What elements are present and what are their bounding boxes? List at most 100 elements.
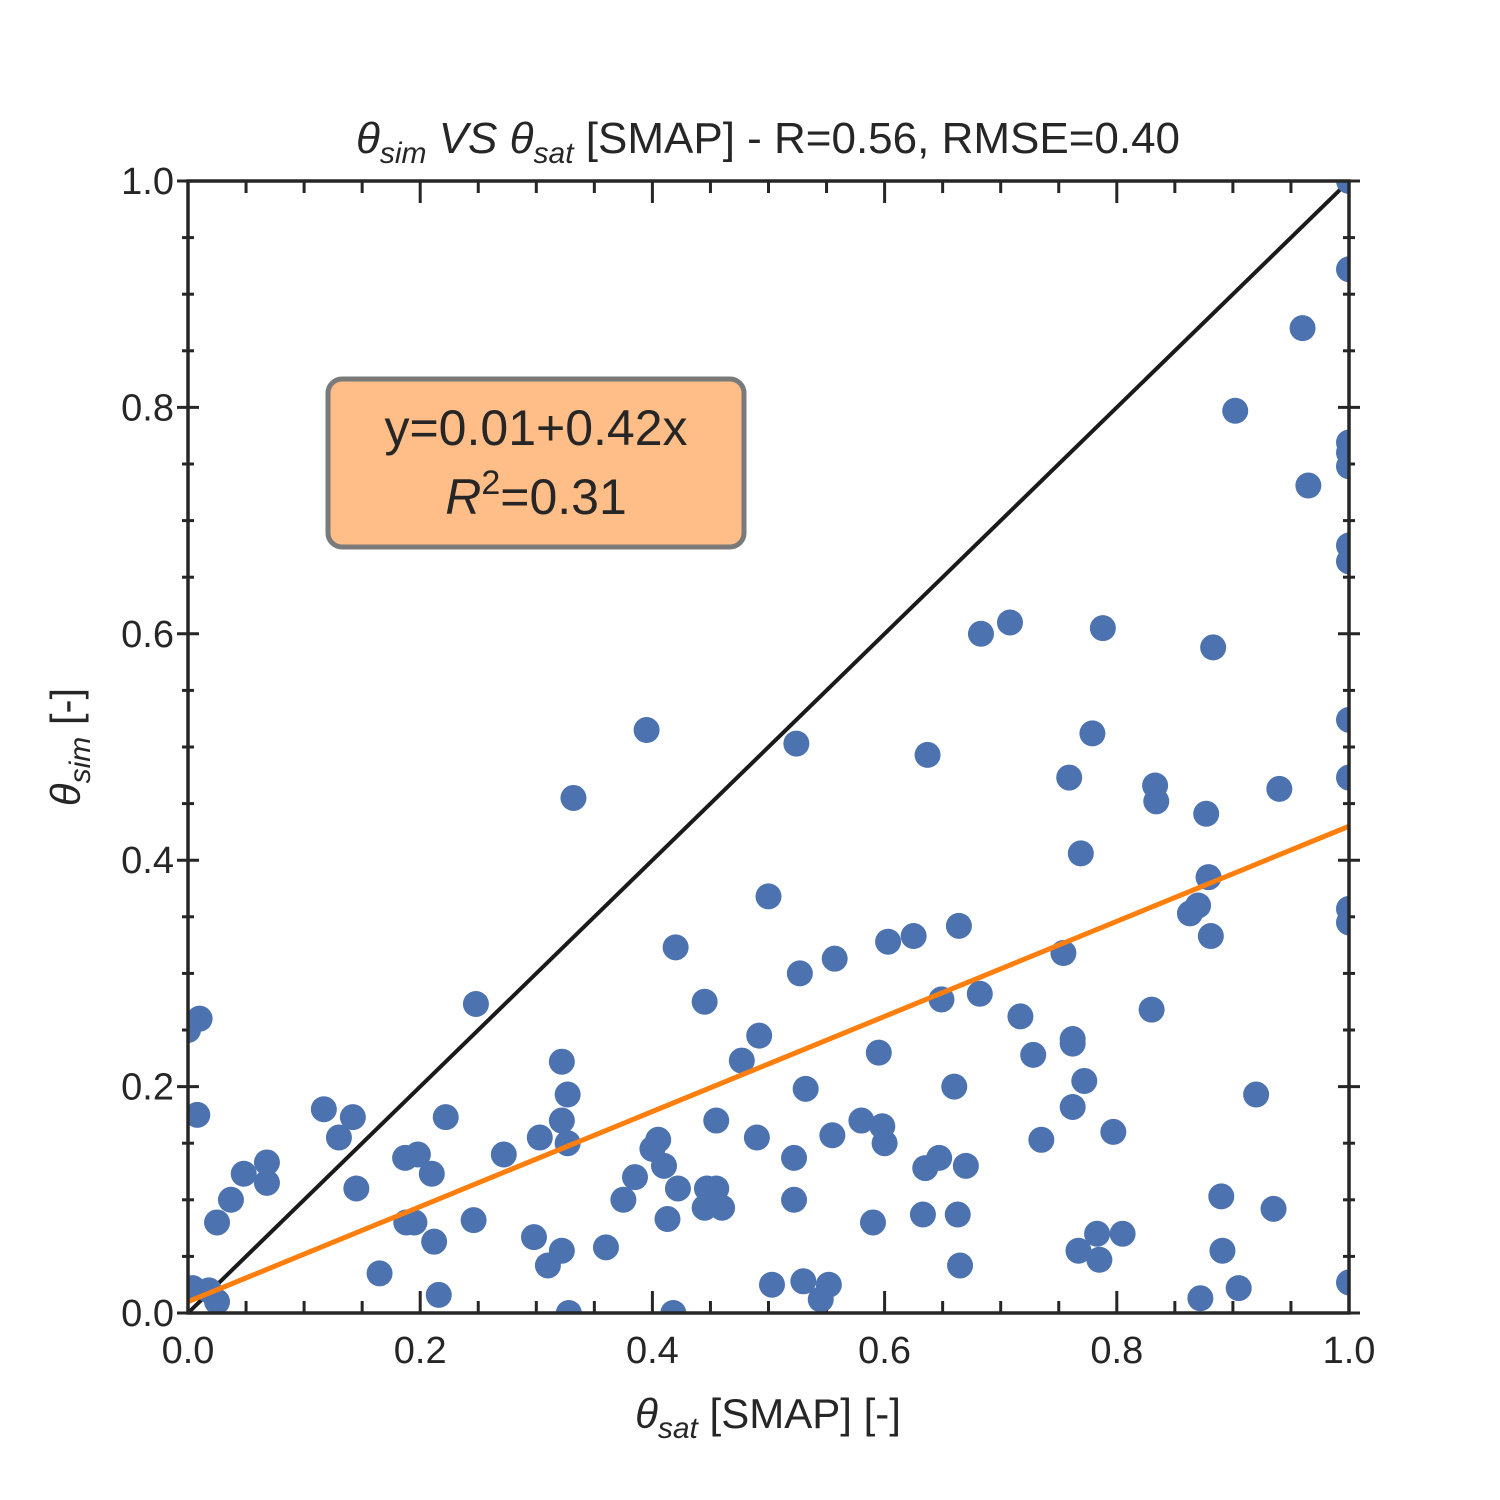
annotation-r-squared: R2=0.31	[445, 464, 627, 525]
data-point	[941, 1073, 968, 1100]
data-point	[947, 1252, 974, 1279]
data-point	[781, 1186, 808, 1213]
data-point	[746, 1022, 773, 1049]
data-point	[859, 1209, 886, 1236]
data-point	[1222, 397, 1249, 424]
data-point	[1079, 720, 1106, 747]
data-point	[1084, 1220, 1111, 1247]
data-point	[1336, 548, 1349, 575]
data-point	[1071, 1067, 1098, 1094]
y-axis-label: θsim [-]	[42, 688, 97, 806]
data-point	[425, 1281, 452, 1308]
data-point	[310, 1096, 337, 1123]
data-point	[914, 741, 941, 768]
data-point	[1020, 1041, 1047, 1068]
data-point	[1089, 615, 1116, 642]
data-point	[188, 1101, 211, 1128]
data-point	[1336, 181, 1349, 194]
data-point	[1336, 764, 1349, 791]
data-point	[188, 1005, 213, 1032]
x-axis-label: θsat [SMAP] [-]	[635, 1390, 901, 1445]
regression-line	[188, 823, 1349, 1304]
data-point	[1225, 1275, 1252, 1302]
data-point	[253, 1149, 280, 1176]
plot-frame	[186, 179, 1351, 1315]
data-point	[421, 1228, 448, 1255]
annotation-box	[325, 376, 747, 550]
data-point	[1209, 1237, 1236, 1264]
data-point	[526, 1124, 553, 1151]
data-point	[460, 1207, 487, 1234]
data-point	[432, 1104, 459, 1131]
data-point	[645, 1126, 672, 1153]
data-point	[1243, 1081, 1270, 1108]
data-point	[610, 1186, 637, 1213]
data-point	[548, 1237, 575, 1264]
data-point	[755, 883, 782, 910]
data-point	[900, 923, 927, 950]
data-point	[743, 1124, 770, 1151]
data-point	[944, 1201, 971, 1228]
x-tick-label: 0.8	[1090, 1330, 1143, 1372]
data-point	[1143, 788, 1170, 815]
data-point	[418, 1160, 445, 1187]
data-point	[662, 934, 689, 961]
data-point	[490, 1141, 517, 1168]
data-point	[520, 1224, 547, 1251]
data-point	[1086, 1246, 1113, 1273]
data-point	[230, 1160, 257, 1187]
data-point	[1059, 1030, 1086, 1057]
data-point	[1336, 909, 1349, 936]
data-point	[1065, 1237, 1092, 1264]
annotation-equation: y=0.01+0.42x	[384, 400, 687, 456]
data-point	[462, 990, 489, 1017]
data-point	[945, 912, 972, 939]
data-point	[783, 730, 810, 757]
x-tick-label: 0.0	[162, 1330, 215, 1372]
data-point	[1138, 996, 1165, 1023]
data-point	[790, 1268, 817, 1295]
data-point	[909, 1201, 936, 1228]
data-point	[1208, 1183, 1235, 1210]
y-tick-label: 0.2	[121, 1067, 174, 1109]
data-point	[728, 1047, 755, 1074]
data-point	[966, 980, 993, 1007]
y-tick-labels: 0.0 0.2 0.4 0.6 0.8 1.0	[121, 161, 174, 1335]
data-point	[560, 784, 587, 811]
data-point	[952, 1152, 979, 1179]
data-point	[1336, 706, 1349, 733]
x-tick-labels: 0.0 0.2 0.4 0.6 0.8 1.0	[162, 1330, 1376, 1372]
regression-annotation: y=0.01+0.42x R2=0.31	[325, 376, 747, 550]
data-point	[848, 1107, 875, 1134]
data-point	[1197, 923, 1224, 950]
data-point	[1193, 800, 1220, 827]
data-point	[555, 1300, 582, 1313]
data-point	[204, 1209, 231, 1236]
data-point	[217, 1186, 244, 1213]
y-tick-label: 1.0	[121, 161, 174, 203]
data-point	[1260, 1195, 1287, 1222]
data-point	[621, 1164, 648, 1191]
identity-line	[188, 181, 1349, 1313]
data-point	[865, 1039, 892, 1066]
data-point	[1028, 1126, 1055, 1153]
x-tick-label: 0.6	[858, 1330, 911, 1372]
data-point	[819, 1122, 846, 1149]
data-point	[404, 1141, 431, 1168]
data-point	[1295, 472, 1322, 499]
data-point	[253, 1169, 280, 1196]
data-point	[821, 945, 848, 972]
y-tick-label: 0.6	[121, 614, 174, 656]
y-tick-label: 0.0	[121, 1293, 174, 1335]
data-points	[188, 181, 1349, 1313]
data-point	[1266, 775, 1293, 802]
data-point	[967, 620, 994, 647]
data-point	[691, 988, 718, 1015]
data-point	[1100, 1118, 1127, 1145]
x-tick-label: 1.0	[1323, 1330, 1376, 1372]
data-point	[1336, 1269, 1349, 1296]
data-point	[871, 1130, 898, 1157]
data-point	[1056, 764, 1083, 791]
data-point	[1289, 315, 1316, 342]
data-point	[1007, 1003, 1034, 1030]
